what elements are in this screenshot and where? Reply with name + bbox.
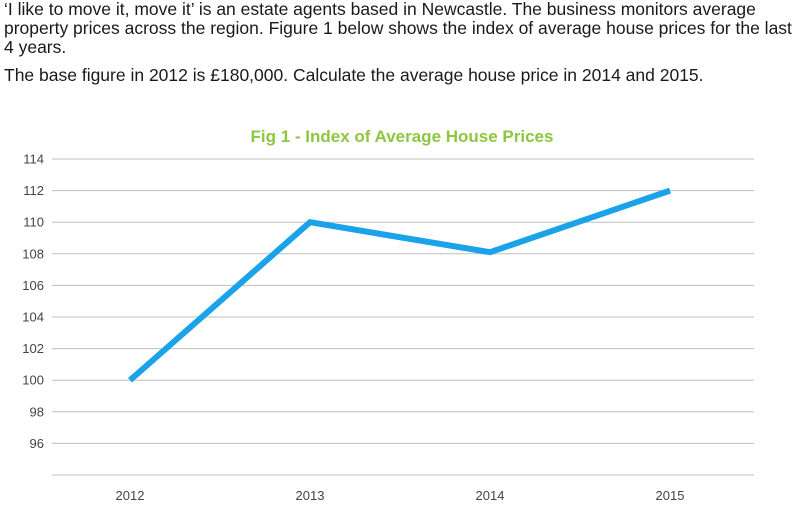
x-tick-label: 2013 bbox=[296, 488, 325, 503]
x-tick-label: 2014 bbox=[476, 488, 505, 503]
grid-lines bbox=[52, 158, 754, 476]
series-layer bbox=[128, 187, 671, 383]
chart-title: Fig 1 - Index of Average House Prices bbox=[251, 127, 554, 146]
x-tick-label: 2012 bbox=[116, 488, 145, 503]
y-tick-label: 98 bbox=[30, 404, 44, 419]
x-axis-ticks: 2012 2013 2014 2015 bbox=[116, 488, 685, 503]
y-axis-ticks: 96 98 100 102 104 106 108 110 112 114 bbox=[22, 152, 44, 451]
y-tick-label: 112 bbox=[23, 183, 44, 198]
intro-paragraph: ‘I like to move it, move it’ is an estat… bbox=[4, 0, 792, 57]
y-tick-label: 108 bbox=[22, 246, 44, 261]
y-tick-label: 102 bbox=[22, 341, 44, 356]
y-tick-label: 110 bbox=[23, 215, 44, 230]
y-tick-label: 104 bbox=[22, 310, 44, 325]
y-tick-label: 100 bbox=[22, 373, 44, 388]
series-line bbox=[128, 187, 671, 383]
y-tick-label: 106 bbox=[22, 278, 44, 293]
y-tick-label: 114 bbox=[23, 152, 44, 167]
x-tick-label: 2015 bbox=[656, 488, 685, 503]
question-text: ‘I like to move it, move it’ is an estat… bbox=[4, 0, 794, 85]
y-tick-label: 96 bbox=[30, 436, 44, 451]
task-paragraph: The base figure in 2012 is £180,000. Cal… bbox=[4, 65, 704, 85]
